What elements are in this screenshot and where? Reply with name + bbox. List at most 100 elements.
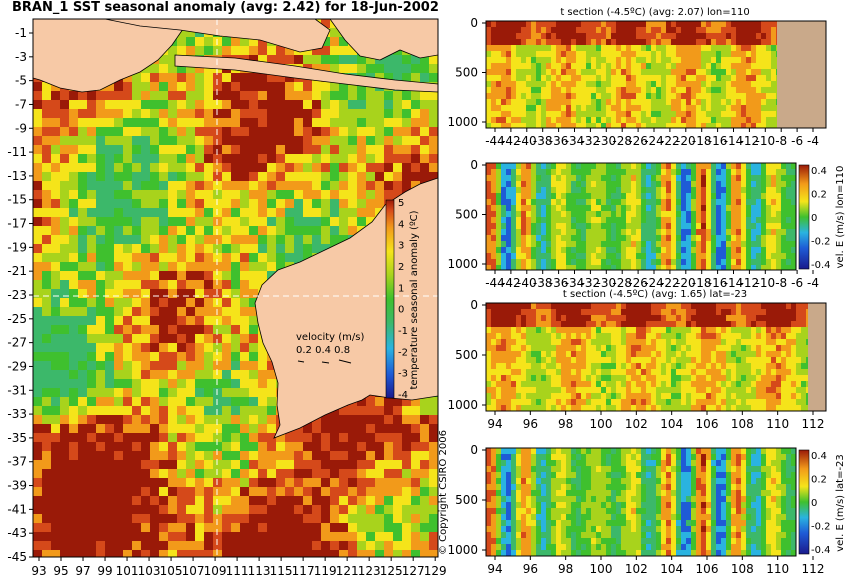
panel2-x-tick-label: -10 xyxy=(755,276,775,290)
panel2-x-tick-label: -14 xyxy=(724,276,744,290)
panel1-y-tick-label: 500 xyxy=(455,66,478,80)
panel1-frame xyxy=(485,20,827,129)
panel1-x-tick-label: -4 xyxy=(807,134,819,148)
panel1-x-tick-label: -16 xyxy=(708,134,728,148)
panel3-frame xyxy=(485,302,827,412)
map-x-tick-label: 127 xyxy=(402,564,425,578)
map-y-tick-label: -41 xyxy=(7,502,27,516)
panel2-x-tick-label: -30 xyxy=(596,276,616,290)
land-north-islands xyxy=(329,19,438,61)
map-x-tick-label: 99 xyxy=(97,564,112,578)
map-colorbar-tick: 0 xyxy=(398,305,404,316)
panel4-x-tick-label: 110 xyxy=(766,562,789,576)
panel3-y-tick-label: 0 xyxy=(470,298,478,312)
map-colorbar-tick: 5 xyxy=(398,198,404,209)
map-x-tick-label: 111 xyxy=(226,564,249,578)
panel2-x-tick-label: -44 xyxy=(485,276,505,290)
panel2-x-tick-label: -26 xyxy=(628,276,648,290)
map-colorbar-tick: -3 xyxy=(398,369,408,380)
map-x-tick-label: 125 xyxy=(380,564,403,578)
map-x-axis: 93 95 97 99 101 103 105 107 109 111 113 115 117 119 12… xyxy=(31,557,447,578)
panel2-colorbar-label: vel. E (m/s) lon=110 xyxy=(835,166,846,269)
panel3-x-tick-label: 108 xyxy=(731,417,754,431)
map-y-tick-label: -31 xyxy=(7,383,27,397)
vel-colorbar-tick: 0.4 xyxy=(811,166,827,177)
panel1-x-tick-label: -42 xyxy=(501,134,521,148)
vel-colorbar-tick: -0.4 xyxy=(811,545,831,556)
panel1-x-tick-label: -14 xyxy=(724,134,744,148)
map-y-tick-label: -17 xyxy=(7,217,27,231)
panel1-x-tick-label: -10 xyxy=(755,134,775,148)
panel2-x-tick-label: -24 xyxy=(644,276,664,290)
vel-colorbar-tick: 0.2 xyxy=(811,475,827,486)
panel2-x-tick-label: -6 xyxy=(791,276,803,290)
panel3-x-tick-label: 100 xyxy=(590,417,613,431)
map-y-tick-label: -9 xyxy=(15,121,27,135)
panel3-x-tick-label: 96 xyxy=(523,417,538,431)
map-x-tick-label: 107 xyxy=(182,564,205,578)
map-y-tick-label: -19 xyxy=(7,240,27,254)
panel1-x-tick-label: -34 xyxy=(565,134,585,148)
map-x-tick-label: 93 xyxy=(31,564,46,578)
panel2-x-tick-label: -8 xyxy=(775,276,787,290)
panel4-frame xyxy=(485,447,797,557)
panel2-y-tick-label: 500 xyxy=(455,208,478,222)
panel3-y-tick-label: 500 xyxy=(455,348,478,362)
panel4-colorbar-label: vel. E (m/s) lat=-23 xyxy=(835,454,846,552)
panel1-title: t section (-4.5ºC) (avg: 2.07) lon=110 xyxy=(560,7,749,18)
vel-colorbar-tick: -0.4 xyxy=(811,260,831,271)
panel1-x-tick-label: -6 xyxy=(791,134,803,148)
panel2-x-tick-label: -36 xyxy=(549,276,569,290)
map-y-tick-label: -37 xyxy=(7,455,27,469)
vel-colorbar-tick: 0 xyxy=(811,498,817,509)
land-java-strip xyxy=(174,54,438,93)
map-colorbar-tick: -1 xyxy=(398,326,408,337)
map-x-tick-label: 95 xyxy=(53,564,68,578)
panel1-x-tick-label: -32 xyxy=(581,134,601,148)
panel1-y-tick-label: 1000 xyxy=(447,115,478,129)
panel4-x-tick-label: 106 xyxy=(696,562,719,576)
panel2-axes: -44-42-40-38-36-34-32-30-28-26-24-22-20-… xyxy=(447,158,819,290)
velocity-legend: velocity (m/s) 0.2 0.4 0.8 xyxy=(296,332,364,364)
map-y-tick-label: -43 xyxy=(7,526,27,540)
panel1-x-tick-label: -18 xyxy=(692,134,712,148)
map-y-tick-label: -3 xyxy=(15,50,27,64)
map-x-tick-label: 103 xyxy=(138,564,161,578)
map-y-tick-label: -45 xyxy=(7,550,27,564)
panel1-axes: -44-42-40-38-36-34-32-30-28-26-24-22-20-… xyxy=(447,16,819,148)
panel2-colorbar xyxy=(798,164,810,270)
map-y-tick-label: -39 xyxy=(7,479,27,493)
panel2-plot xyxy=(485,162,797,271)
map-x-tick-label: 119 xyxy=(314,564,337,578)
vel-colorbar-tick: 0.4 xyxy=(811,451,827,462)
vel-colorbar-tick: 0 xyxy=(811,213,817,224)
map-colorbar-tick: 4 xyxy=(398,219,404,230)
panel3-x-tick-label: 102 xyxy=(625,417,648,431)
map-y-tick-label: -23 xyxy=(7,288,27,302)
panel4-x-tick-label: 104 xyxy=(660,562,683,576)
panel3-axes: 94 96 98 100 102 104 106 108 110 112 0 500 1000 xyxy=(447,298,824,431)
panel1-x-tick-label: -38 xyxy=(533,134,553,148)
panel1-x-tick-label: -26 xyxy=(628,134,648,148)
panel2-x-tick-label: -42 xyxy=(501,276,521,290)
map-y-tick-label: -21 xyxy=(7,264,27,278)
panel4-x-tick-label: 100 xyxy=(590,562,613,576)
panel1-plot xyxy=(485,20,827,129)
panel2-x-tick-label: -22 xyxy=(660,276,680,290)
map-colorbar-tick: 1 xyxy=(398,283,404,294)
panel2-x-tick-label: -38 xyxy=(533,276,553,290)
panel1-y-tick-label: 0 xyxy=(470,16,478,30)
map-y-tick-label: -25 xyxy=(7,312,27,326)
panel2-x-tick-label: -16 xyxy=(708,276,728,290)
map-frame xyxy=(32,18,439,558)
panel1-x-tick-label: -40 xyxy=(517,134,537,148)
panel4-x-tick-label: 96 xyxy=(523,562,538,576)
map-x-tick-label: 117 xyxy=(292,564,315,578)
land-borneo xyxy=(104,19,331,53)
panel3-land xyxy=(808,303,826,411)
panel3-x-tick-label: 112 xyxy=(802,417,825,431)
panel1-x-tick-label: -44 xyxy=(485,134,505,148)
vel-colorbar-tick: -0.2 xyxy=(811,522,831,533)
panel2-x-tick-label: -20 xyxy=(676,276,696,290)
panel3-y-tick-label: 1000 xyxy=(447,398,478,412)
